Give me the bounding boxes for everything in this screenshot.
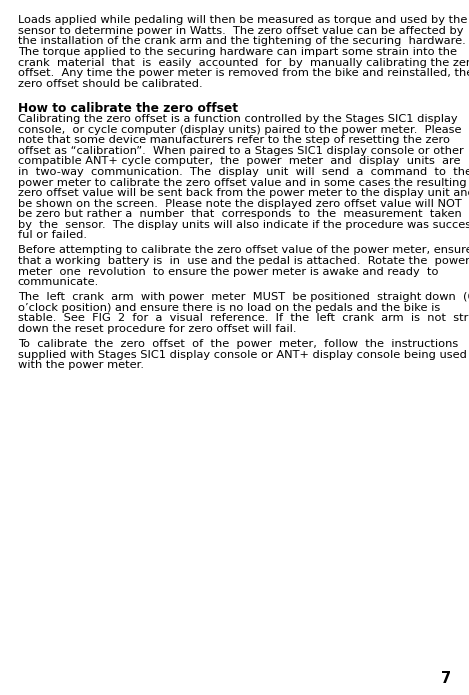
Text: be shown on the screen.  Please note the displayed zero offset value will NOT: be shown on the screen. Please note the … [18, 199, 461, 208]
Text: sensor to determine power in Watts.  The zero offset value can be affected by: sensor to determine power in Watts. The … [18, 26, 463, 36]
Text: zero offset value will be sent back from the power meter to the display unit and: zero offset value will be sent back from… [18, 188, 469, 198]
Text: crank  material  that  is  easily  accounted  for  by  manually calibrating the : crank material that is easily accounted … [18, 58, 469, 67]
Text: console,  or cycle computer (display units) paired to the power meter.  Please: console, or cycle computer (display unit… [18, 124, 461, 135]
Text: Before attempting to calibrate the zero offset value of the power meter, ensure: Before attempting to calibrate the zero … [18, 245, 469, 256]
Text: compatible ANT+ cycle computer,  the  power  meter  and  display  units  are: compatible ANT+ cycle computer, the powe… [18, 156, 460, 166]
Text: The torque applied to the securing hardware can impart some strain into the: The torque applied to the securing hardw… [18, 47, 457, 57]
Text: meter  one  revolution  to ensure the power meter is awake and ready  to: meter one revolution to ensure the power… [18, 267, 439, 277]
Text: How to calibrate the zero offset: How to calibrate the zero offset [18, 102, 238, 115]
Text: communicate.: communicate. [18, 277, 99, 287]
Text: with the power meter.: with the power meter. [18, 360, 144, 370]
Text: power meter to calibrate the zero offset value and in some cases the resulting: power meter to calibrate the zero offset… [18, 177, 467, 188]
Text: ful or failed.: ful or failed. [18, 230, 87, 240]
Text: Loads applied while pedaling will then be measured as torque and used by the: Loads applied while pedaling will then b… [18, 15, 467, 25]
Text: supplied with Stages SIC1 display console or ANT+ display console being used: supplied with Stages SIC1 display consol… [18, 350, 467, 360]
Text: the installation of the crank arm and the tightening of the securing  hardware.: the installation of the crank arm and th… [18, 36, 466, 47]
Text: offset.  Any time the power meter is removed from the bike and reinstalled, the: offset. Any time the power meter is remo… [18, 68, 469, 78]
Text: in  two-way  communication.  The  display  unit  will  send  a  command  to  the: in two-way communication. The display un… [18, 167, 469, 177]
Text: down the reset procedure for zero offset will fail.: down the reset procedure for zero offset… [18, 324, 296, 334]
Text: Calibrating the zero offset is a function controlled by the Stages SIC1 display: Calibrating the zero offset is a functio… [18, 114, 457, 124]
Text: o’clock position) and ensure there is no load on the pedals and the bike is: o’clock position) and ensure there is no… [18, 303, 440, 313]
Text: 7: 7 [441, 671, 451, 686]
Text: by  the  sensor.  The display units will also indicate if the procedure was succ: by the sensor. The display units will al… [18, 220, 469, 230]
Text: zero offset should be calibrated.: zero offset should be calibrated. [18, 79, 203, 89]
Text: To  calibrate  the  zero  offset  of  the  power  meter,  follow  the  instructi: To calibrate the zero offset of the powe… [18, 339, 458, 349]
Text: note that some device manufacturers refer to the step of resetting the zero: note that some device manufacturers refe… [18, 136, 450, 145]
Text: offset as “calibration”.  When paired to a Stages SIC1 display console or other: offset as “calibration”. When paired to … [18, 146, 463, 156]
Text: be zero but rather a  number  that  corresponds  to  the  measurement  taken: be zero but rather a number that corresp… [18, 209, 461, 219]
Text: The  left  crank  arm  with power  meter  MUST  be positioned  straight down  (6: The left crank arm with power meter MUST… [18, 293, 469, 302]
Text: stable.  See  FIG  2  for  a  visual  reference.  If  the  left  crank  arm  is : stable. See FIG 2 for a visual reference… [18, 313, 469, 323]
Text: that a working  battery is  in  use and the pedal is attached.  Rotate the  powe: that a working battery is in use and the… [18, 256, 469, 266]
